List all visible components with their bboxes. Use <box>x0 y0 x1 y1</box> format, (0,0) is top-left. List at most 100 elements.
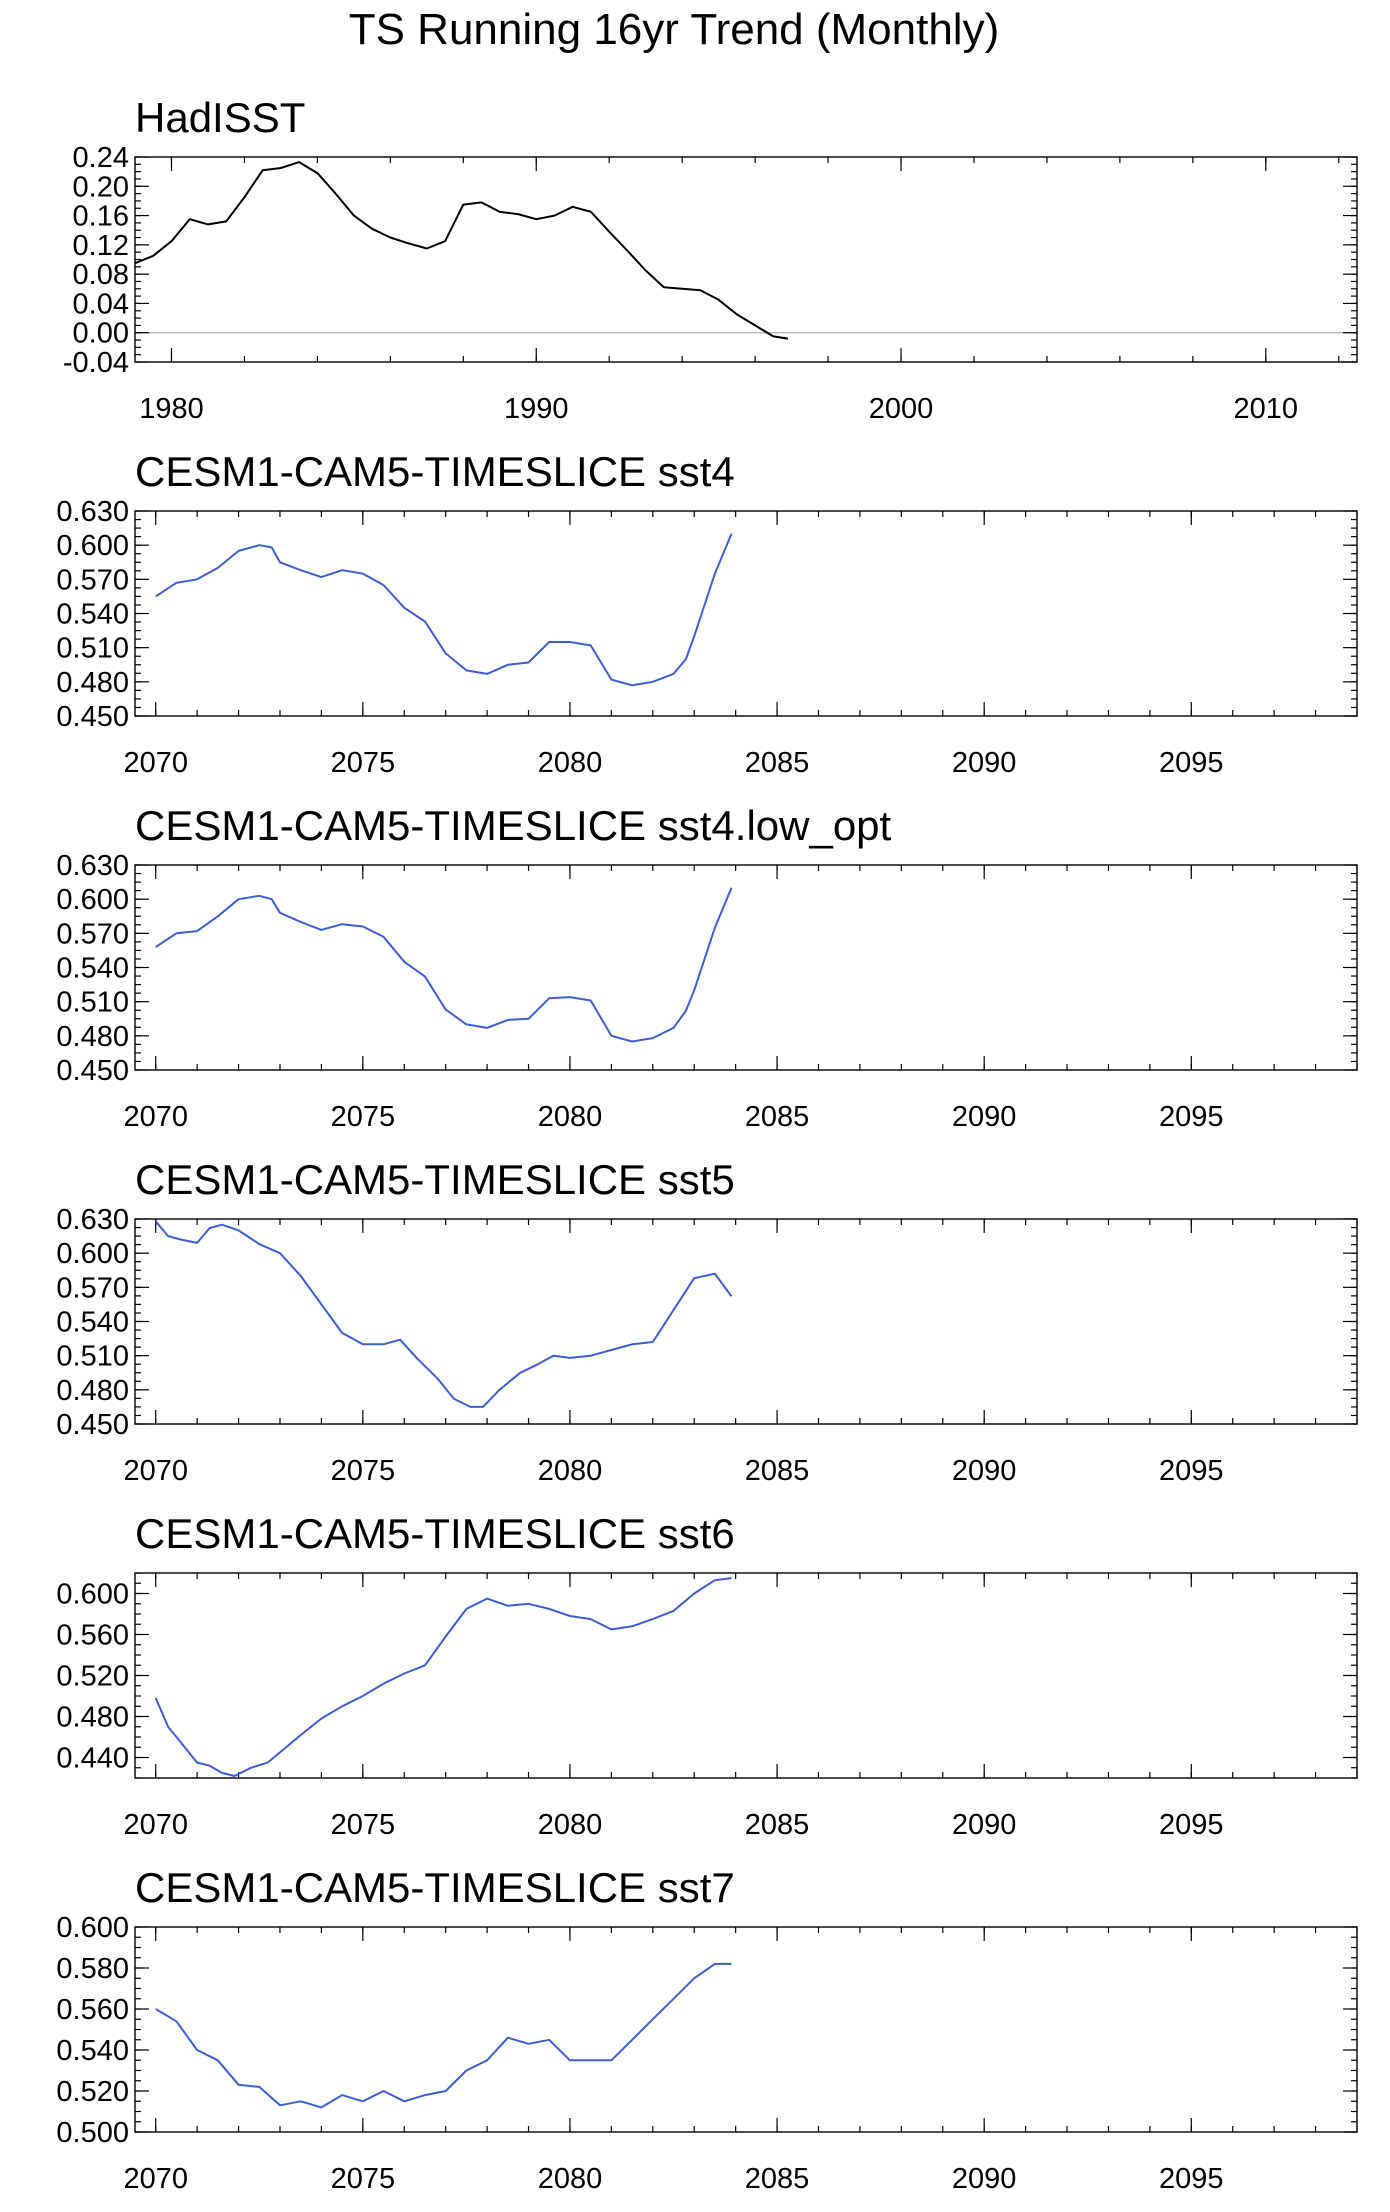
y-tick-label: 0.440 <box>56 1743 129 1775</box>
series-line <box>155 533 733 687</box>
x-tick-label: 2085 <box>745 1455 810 1487</box>
x-tick-label: 2090 <box>952 1809 1017 1841</box>
y-tick-label: 0.600 <box>56 1238 129 1270</box>
y-tick-label: 0.450 <box>56 1409 129 1441</box>
y-tick-label: 0.450 <box>56 701 129 733</box>
x-tick-label: 2080 <box>538 2163 603 2195</box>
y-tick-label: 0.480 <box>56 1375 129 1407</box>
panel-title: CESM1-CAM5-TIMESLICE sst6 <box>135 1510 735 1557</box>
series-line <box>154 1220 733 1408</box>
x-tick-label: 2075 <box>331 1455 396 1487</box>
y-tick-label: 0.16 <box>73 201 129 233</box>
y-tick-label: 0.580 <box>56 1953 129 1985</box>
y-tick-label: 0.480 <box>56 1702 129 1734</box>
x-tick-label: 2070 <box>123 2163 188 2195</box>
x-tick-label: 2080 <box>538 1101 603 1133</box>
y-tick-label: 0.570 <box>56 564 129 596</box>
x-tick-label: 2095 <box>1159 2163 1224 2195</box>
y-tick-label: 0.450 <box>56 1055 129 1087</box>
y-tick-label: 0.24 <box>73 142 129 174</box>
y-tick-label: 0.12 <box>73 230 129 262</box>
x-tick-label: 2085 <box>745 1101 810 1133</box>
x-tick-label: 2080 <box>538 1809 603 1841</box>
x-tick-label: 2090 <box>952 1101 1017 1133</box>
x-tick-label: 2070 <box>123 747 188 779</box>
series-line <box>155 1962 732 2109</box>
y-tick-label: 0.480 <box>56 667 129 699</box>
y-tick-label: 0.600 <box>56 1579 129 1611</box>
panel-3: CESM1-CAM5-TIMESLICE sst4.low_opt0.4500.… <box>56 802 1358 1133</box>
y-tick-label: 0.520 <box>56 2076 129 2108</box>
x-tick-label: 2095 <box>1159 1455 1224 1487</box>
panel-title: CESM1-CAM5-TIMESLICE sst7 <box>135 1864 735 1911</box>
y-tick-label: 0.540 <box>56 1307 129 1339</box>
plot-frame <box>134 156 1358 363</box>
plot-frame <box>134 1572 1358 1779</box>
plot-frame <box>134 510 1358 717</box>
x-tick-label: 2085 <box>745 747 810 779</box>
panel-2: CESM1-CAM5-TIMESLICE sst4 0.4500.4800.510… <box>56 448 1358 779</box>
panel-1: HadISST -0.040.000.040.080.120.160.200.24… <box>63 94 1358 425</box>
plot-frame <box>134 1926 1358 2133</box>
y-tick-label: 0.600 <box>56 1912 129 1944</box>
x-tick-label: 2090 <box>952 1455 1017 1487</box>
y-tick-label: 0.540 <box>56 2035 129 2067</box>
y-tick-label: 0.00 <box>73 318 129 350</box>
y-tick-label: 0.560 <box>56 1994 129 2026</box>
y-tick-label: 0.540 <box>56 953 129 985</box>
y-tick-label: 0.630 <box>56 850 129 882</box>
x-tick-label: 2095 <box>1159 1809 1224 1841</box>
y-tick-label: 0.480 <box>56 1021 129 1053</box>
plot-frame <box>134 864 1358 1071</box>
panel-6: CESM1-CAM5-TIMESLICE sst7 0.500 0.520 0.540… <box>56 1864 1358 2195</box>
y-tick-label: 0.570 <box>56 1272 129 1304</box>
x-tick-label: 1980 <box>139 393 204 425</box>
y-tick-label: 0.600 <box>56 530 129 562</box>
y-tick-label: 0.570 <box>56 918 129 950</box>
y-tick-label: 0.04 <box>73 288 129 320</box>
panel-title: CESM1-CAM5-TIMESLICE sst4 <box>135 448 735 495</box>
x-tick-label: 2090 <box>952 2163 1017 2195</box>
y-tick-label: -0.04 <box>63 347 129 379</box>
x-tick-label: 2075 <box>331 747 396 779</box>
x-tick-label: 2090 <box>952 747 1017 779</box>
panel-5: CESM1-CAM5-TIMESLICE sst6 0.440 0.480 0.520… <box>56 1510 1358 1841</box>
y-tick-label: 0.540 <box>56 599 129 631</box>
y-tick-label: 0.08 <box>73 259 129 291</box>
x-tick-label: 2000 <box>869 393 934 425</box>
series-line <box>134 161 789 340</box>
panel-4: CESM1-CAM5-TIMESLICE sst5 0.4500.4800.510… <box>56 1156 1358 1487</box>
x-tick-label: 2075 <box>331 1101 396 1133</box>
x-tick-label: 2085 <box>745 2163 810 2195</box>
x-tick-label: 2075 <box>331 2163 396 2195</box>
y-tick-label: 0.630 <box>56 1204 129 1236</box>
y-tick-label: 0.510 <box>56 1341 129 1373</box>
y-tick-label: 0.520 <box>56 1661 129 1693</box>
x-tick-label: 2085 <box>745 1809 810 1841</box>
panel-title: CESM1-CAM5-TIMESLICE sst5 <box>135 1156 735 1203</box>
x-tick-label: 2070 <box>123 1455 188 1487</box>
y-tick-label: 0.600 <box>56 884 129 916</box>
y-tick-label: 0.510 <box>56 987 129 1019</box>
x-tick-label: 2070 <box>123 1101 188 1133</box>
series-line <box>155 887 733 1043</box>
x-tick-label: 2080 <box>538 1455 603 1487</box>
x-tick-label: 2080 <box>538 747 603 779</box>
y-tick-label: 0.630 <box>56 496 129 528</box>
series-line <box>154 1577 732 1777</box>
x-tick-label: 2070 <box>123 1809 188 1841</box>
x-tick-label: 2095 <box>1159 1101 1224 1133</box>
x-tick-label: 1990 <box>504 393 569 425</box>
plot-frame <box>134 1218 1358 1425</box>
panel-title: HadISST <box>135 94 305 141</box>
y-tick-label: 0.510 <box>56 633 129 665</box>
y-tick-label: 0.20 <box>73 171 129 203</box>
panel-title: CESM1-CAM5-TIMESLICE sst4.low_opt <box>135 802 892 849</box>
x-tick-label: 2095 <box>1159 747 1224 779</box>
figure-title: TS Running 16yr Trend (Monthly) <box>349 5 1000 54</box>
x-tick-label: 2075 <box>331 1809 396 1841</box>
y-tick-label: 0.500 <box>56 2117 129 2149</box>
panels: HadISST -0.040.000.040.080.120.160.200.24… <box>56 94 1358 2195</box>
x-tick-label: 2010 <box>1234 393 1299 425</box>
